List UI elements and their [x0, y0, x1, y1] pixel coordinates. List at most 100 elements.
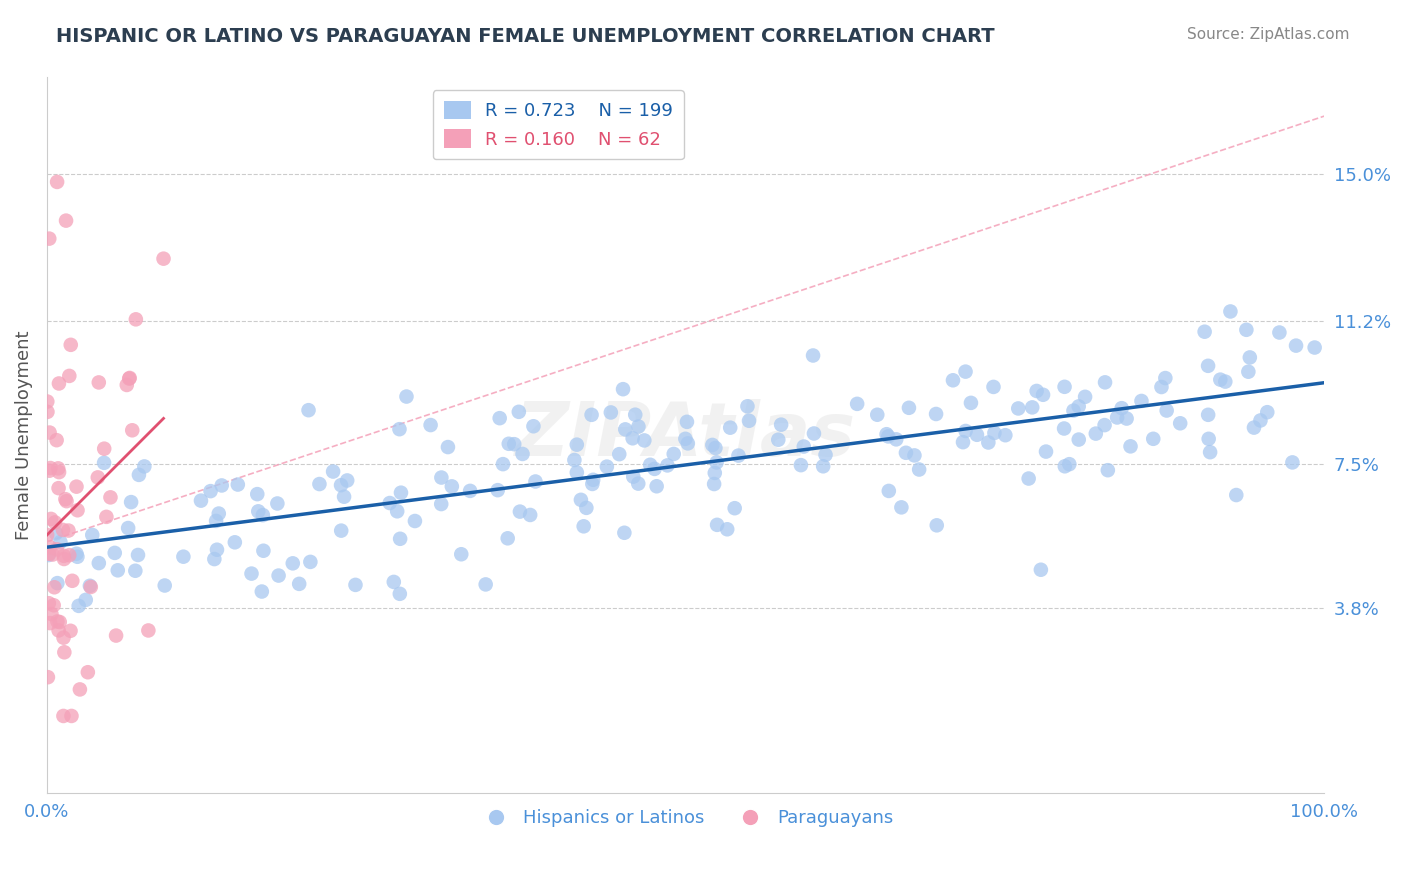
Point	[1213, 375, 1236, 389]
Point	[724, 501, 747, 516]
Point	[509, 505, 531, 519]
Point	[44, 516, 66, 530]
Point	[65, 480, 87, 494]
Point	[1067, 400, 1090, 414]
Point	[93, 442, 115, 456]
Point	[281, 557, 304, 571]
Point	[1268, 326, 1291, 340]
Point	[1029, 563, 1052, 577]
Point	[404, 514, 426, 528]
Point	[1243, 420, 1265, 434]
Point	[1168, 417, 1191, 431]
Point	[955, 365, 977, 379]
Point	[389, 532, 412, 546]
Point	[1094, 376, 1116, 390]
Point	[793, 440, 815, 454]
Point	[100, 491, 122, 505]
Point	[768, 433, 790, 447]
Point	[388, 422, 411, 436]
Point	[492, 457, 515, 471]
Point	[676, 415, 699, 429]
Point	[105, 629, 128, 643]
Point	[638, 458, 661, 472]
Point	[908, 462, 931, 476]
Point	[82, 528, 104, 542]
Point	[1035, 444, 1057, 458]
Point	[46, 576, 69, 591]
Point	[117, 521, 139, 535]
Point	[702, 438, 724, 452]
Point	[676, 436, 699, 450]
Point	[1150, 380, 1173, 394]
Point	[488, 411, 510, 425]
Point	[519, 508, 541, 522]
Point	[69, 682, 91, 697]
Point	[252, 543, 274, 558]
Point	[224, 535, 246, 549]
Point	[299, 555, 322, 569]
Point	[42, 548, 65, 562]
Point	[633, 434, 655, 448]
Point	[575, 500, 598, 515]
Point	[1062, 403, 1084, 417]
Point	[627, 419, 650, 434]
Point	[48, 615, 70, 629]
Point	[107, 563, 129, 577]
Point	[430, 470, 453, 484]
Point	[925, 518, 948, 533]
Point	[53, 552, 76, 566]
Point	[877, 483, 900, 498]
Point	[1156, 403, 1178, 417]
Point	[1053, 380, 1076, 394]
Point	[190, 493, 212, 508]
Point	[811, 459, 834, 474]
Point	[138, 624, 160, 638]
Point	[48, 624, 70, 638]
Point	[1225, 488, 1247, 502]
Point	[942, 373, 965, 387]
Point	[336, 474, 359, 488]
Point	[240, 566, 263, 581]
Point	[1084, 426, 1107, 441]
Point	[118, 371, 141, 385]
Point	[737, 399, 759, 413]
Point	[1025, 384, 1047, 398]
Point	[344, 578, 367, 592]
Point	[48, 481, 70, 495]
Point	[211, 478, 233, 492]
Point	[1237, 365, 1260, 379]
Point	[738, 414, 761, 428]
Point	[624, 408, 647, 422]
Point	[1234, 323, 1257, 337]
Point	[38, 596, 60, 610]
Point	[208, 507, 231, 521]
Point	[1219, 304, 1241, 318]
Point	[58, 548, 80, 562]
Point	[46, 461, 69, 475]
Point	[250, 584, 273, 599]
Point	[38, 548, 60, 562]
Point	[952, 435, 974, 450]
Point	[621, 431, 644, 445]
Point	[125, 312, 148, 326]
Point	[437, 440, 460, 454]
Point	[1285, 338, 1308, 352]
Point	[39, 616, 62, 631]
Point	[58, 524, 80, 538]
Point	[37, 405, 59, 419]
Point	[983, 380, 1005, 394]
Point	[134, 459, 156, 474]
Point	[474, 577, 496, 591]
Point	[727, 449, 749, 463]
Point	[59, 338, 82, 352]
Point	[395, 390, 418, 404]
Point	[569, 492, 592, 507]
Point	[330, 524, 353, 538]
Point	[124, 564, 146, 578]
Point	[498, 437, 520, 451]
Point	[76, 665, 98, 680]
Point	[66, 549, 89, 564]
Point	[67, 599, 90, 613]
Point	[814, 448, 837, 462]
Point	[419, 418, 441, 433]
